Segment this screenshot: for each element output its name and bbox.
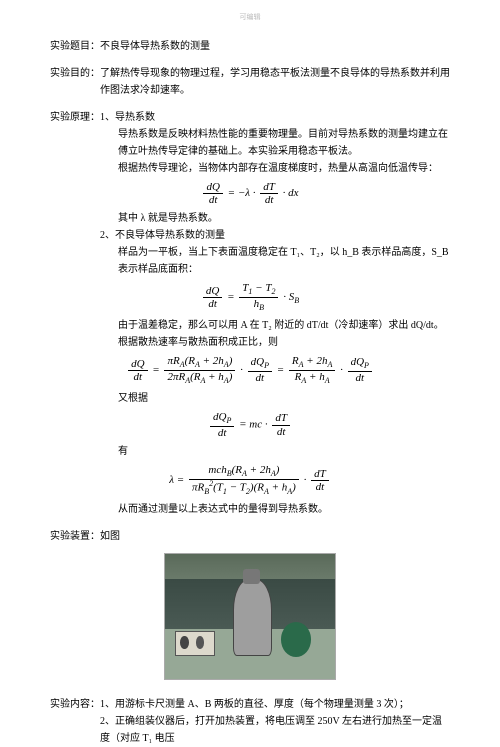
purpose-text: 了解热传导现象的物理过程，学习用稳态平板法测量不良导体的导热系数并利用作图法求冷… <box>100 65 450 99</box>
p-conclude: 从而通过测量以上表达式中的量得到导热系数。 <box>118 501 450 518</box>
section-title: 实验题目：不良导体导热系数的测量 <box>50 38 450 55</box>
section-principle: 实验原理： 1、导热系数 导热系数是反映材料热性能的重要物理量。目前对导热系数的… <box>50 109 450 518</box>
apparatus-photo <box>164 553 336 680</box>
section-purpose: 实验目的： 了解热传导现象的物理过程，学习用稳态平板法测量不良导体的导热系数并利… <box>50 65 450 99</box>
title-text: 不良导体导热系数的测量 <box>100 41 210 52</box>
section-apparatus: 实验装置：如图 <box>50 528 450 686</box>
h2-num: 2、 <box>100 230 115 241</box>
c2-text: 正确组装仪器后，打开加热装置，将电压调至 250V 左右进行加热至一定温度（对应… <box>100 716 442 744</box>
p-sample: 样品为一平板，当上下表面温度稳定在 T₁、T₂，以 h_B 表示样品高度，S_B… <box>118 244 450 278</box>
c1-text: 用游标卡尺测量 A、B 两板的直径、厚度（每个物理量测量 3 次）； <box>115 699 409 710</box>
p-area: 根据散热速率与散热面积成正比，则 <box>118 334 450 351</box>
principle-label: 实验原理： <box>50 109 100 126</box>
h2-title: 不良导体导热系数的测量 <box>115 230 225 241</box>
equation-5: λ = mchB(RA + 2hA)πRB2(T1 − T2)(RA + hA)… <box>50 464 450 497</box>
h1-num: 1、 <box>100 112 115 123</box>
h1-title: 导热系数 <box>115 112 155 123</box>
eq1-note: 其中 λ 就是导热系数。 <box>118 210 450 227</box>
equation-4: dQPdt = mc · dTdt <box>50 411 450 439</box>
p-have: 有 <box>118 443 450 460</box>
p-cooling: 由于温差稳定，那么可以用 A 在 T₂ 附近的 dT/dt（冷却速率）求出 dQ… <box>118 317 450 334</box>
p-conductivity-2: 根据热传导理论，当物体内部存在温度梯度时，热量从高温向低温传导： <box>118 160 450 177</box>
equation-2: dQdt = T1 − T2hB · SB <box>50 282 450 313</box>
purpose-label: 实验目的： <box>50 65 100 99</box>
content-label: 实验内容： <box>50 696 100 713</box>
c1-num: 1、 <box>100 699 115 710</box>
header-mark: 可编辑 <box>50 12 450 24</box>
section-content: 实验内容： 1、用游标卡尺测量 A、B 两板的直径、厚度（每个物理量测量 3 次… <box>50 696 450 747</box>
apparatus-text: 如图 <box>100 531 120 542</box>
p-also: 又根据 <box>118 390 450 407</box>
equation-3: dQdt = πRA(RA + 2hA)2πRA(RA + hA) · dQPd… <box>50 355 450 386</box>
apparatus-label: 实验装置： <box>50 531 100 542</box>
title-label: 实验题目： <box>50 41 100 52</box>
equation-1: dQdt = −λ · dTdt · dx <box>50 181 450 206</box>
c2-num: 2、 <box>100 716 115 727</box>
p-conductivity-1: 导热系数是反映材料热性能的重要物理量。目前对导热系数的测量均建立在傅立叶热传导定… <box>118 126 450 160</box>
